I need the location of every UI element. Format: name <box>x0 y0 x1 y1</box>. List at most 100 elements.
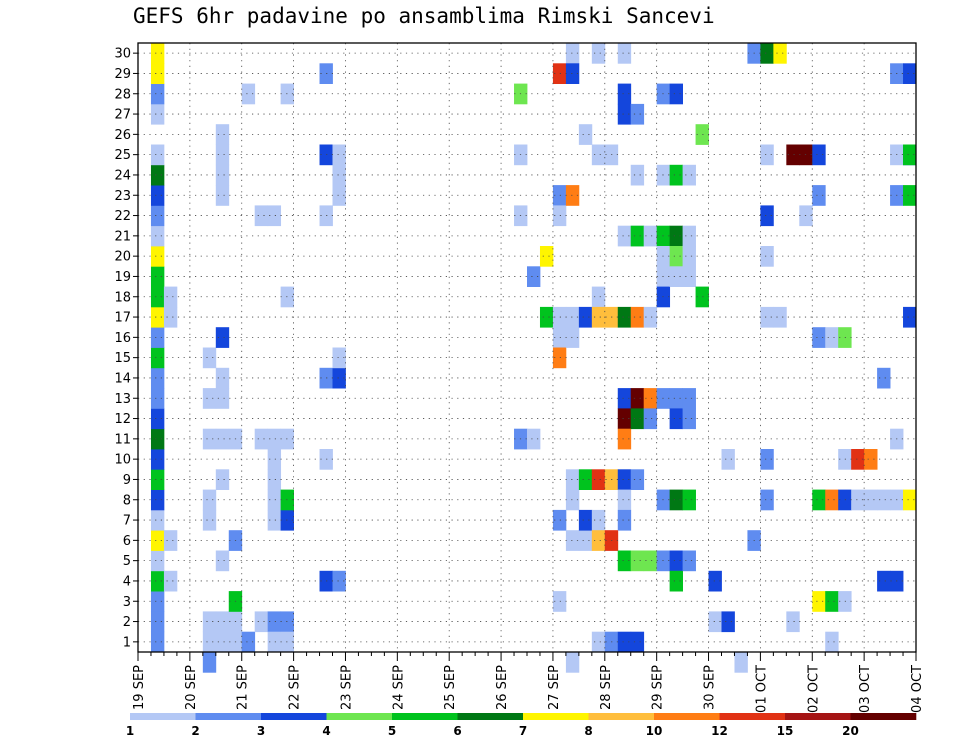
y-tick-label-11: 11 <box>114 432 131 447</box>
cell-m2-s45 <box>721 611 735 633</box>
colorbar-label-10: 12 <box>711 724 728 738</box>
x-tick-label-3: 22 SEP <box>288 665 303 710</box>
cell-m11-s30 <box>527 428 541 450</box>
cell-m23-s32 <box>552 185 567 206</box>
cell-m9-s38 <box>630 469 645 490</box>
cell-m24-s15 <box>332 164 346 186</box>
cell-m24-s1 <box>150 164 165 186</box>
cell-m7-s1 <box>150 509 165 531</box>
y-tick-label-19: 19 <box>114 270 131 285</box>
cell-m14-s57 <box>877 367 891 389</box>
cell-m2-s9 <box>254 611 269 633</box>
cell-m10-s55 <box>851 449 865 470</box>
y-tick-label-23: 23 <box>114 189 131 204</box>
cell-m7-s34 <box>578 509 593 531</box>
cell-m20-s41 <box>669 246 683 267</box>
x-tick-label-9: 28 SEP <box>599 665 614 710</box>
colorbar-label-2: 2 <box>191 724 199 738</box>
cell-m13-s38 <box>630 388 645 409</box>
cell-m20-s31 <box>539 246 554 267</box>
cell-m11-s6 <box>215 428 230 450</box>
cell-m24-s6 <box>215 164 230 186</box>
cell-m30-s33 <box>565 43 580 64</box>
cell-m8-s48 <box>760 489 774 511</box>
cell-m27-s37 <box>617 103 632 125</box>
cell-m6-s35 <box>591 530 606 551</box>
cell-m0-s5 <box>202 652 217 673</box>
y-tick-label-21: 21 <box>114 229 131 244</box>
y-tick-label-27: 27 <box>114 108 131 123</box>
cell-m15-s32 <box>552 347 567 369</box>
cell-m28-s41 <box>669 83 683 105</box>
cell-m11-s9 <box>254 428 269 450</box>
cell-m10-s48 <box>760 449 774 470</box>
cell-m29-s33 <box>565 63 580 84</box>
cell-m20-s42 <box>682 246 696 267</box>
cell-m16-s1 <box>150 327 165 348</box>
x-tick-label-15: 04 OCT <box>910 665 925 713</box>
cell-m20-s48 <box>760 246 774 267</box>
x-tick-label-10: 29 SEP <box>651 665 666 710</box>
cell-m25-s35 <box>591 144 606 166</box>
y-tick-label-15: 15 <box>114 351 131 366</box>
cell-m15-s5 <box>202 347 217 369</box>
cell-m6-s1 <box>150 530 165 551</box>
cell-m1-s37 <box>617 631 632 653</box>
cell-m28-s37 <box>617 83 632 105</box>
y-tick-label-17: 17 <box>114 311 131 326</box>
colorbar-label-8: 8 <box>584 724 592 738</box>
cell-m1-s35 <box>591 631 606 653</box>
cell-m11-s1 <box>150 428 165 450</box>
cells-layer <box>150 43 917 673</box>
y-tick-label-8: 8 <box>123 493 131 508</box>
cell-m23-s6 <box>215 185 230 206</box>
cell-m14-s15 <box>332 367 346 389</box>
colorbar-swatch-1 <box>130 713 196 720</box>
cell-m4-s57 <box>877 570 891 592</box>
cell-m3-s53 <box>825 591 839 612</box>
cell-m13-s41 <box>669 388 683 409</box>
cell-m14-s6 <box>215 367 230 389</box>
cell-m19-s30 <box>527 266 541 287</box>
x-tick-label-13: 02 OCT <box>806 665 821 713</box>
cell-m28-s1 <box>150 83 165 105</box>
cell-m11-s37 <box>617 428 632 450</box>
y-tick-label-30: 30 <box>114 47 131 62</box>
cell-m19-s42 <box>682 266 696 287</box>
cell-m13-s5 <box>202 388 217 409</box>
cell-m22-s1 <box>150 205 165 227</box>
cell-m25-s15 <box>332 144 346 166</box>
cell-m8-s52 <box>812 489 826 511</box>
cell-m5-s38 <box>630 550 645 572</box>
y-tick-label-26: 26 <box>114 128 131 143</box>
cell-m8-s56 <box>864 489 878 511</box>
cell-m21-s41 <box>669 225 683 247</box>
colorbar-swatch-5 <box>392 713 458 720</box>
x-tick-label-12: 01 OCT <box>754 665 769 713</box>
cell-m8-s1 <box>150 489 165 511</box>
chart-title: GEFS 6hr padavine po ansamblima Rimski S… <box>133 4 715 28</box>
cell-m1-s8 <box>241 631 256 653</box>
y-tick-label-2: 2 <box>123 615 131 630</box>
colorbar-label-11: 15 <box>777 724 794 738</box>
cell-m10-s45 <box>721 449 735 470</box>
x-tick-label-5: 24 SEP <box>391 665 406 710</box>
y-tick-label-16: 16 <box>114 331 131 346</box>
cell-m23-s59 <box>903 185 917 206</box>
cell-m8-s57 <box>877 489 891 511</box>
cell-m1-s10 <box>267 631 282 653</box>
cell-m9-s35 <box>591 469 606 490</box>
cell-m25-s1 <box>150 144 165 166</box>
cell-m22-s10 <box>267 205 282 227</box>
cell-m10-s56 <box>864 449 878 470</box>
cell-m3-s32 <box>552 591 567 612</box>
cell-m1-s5 <box>202 631 217 653</box>
cell-m12-s41 <box>669 408 683 430</box>
x-tick-label-0: 19 SEP <box>132 665 147 710</box>
cell-m29-s59 <box>903 63 917 84</box>
cell-m2-s1 <box>150 611 165 633</box>
cell-m8-s55 <box>851 489 865 511</box>
cell-m2-s5 <box>202 611 217 633</box>
y-tick-label-9: 9 <box>123 473 131 488</box>
cell-m7-s5 <box>202 509 217 531</box>
